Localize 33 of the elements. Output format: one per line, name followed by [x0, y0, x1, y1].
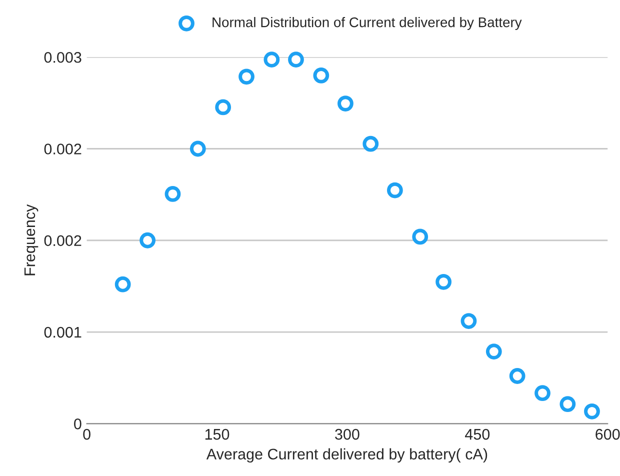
point — [386, 182, 403, 198]
point — [313, 68, 330, 84]
x-tick-label: 450 — [465, 428, 490, 440]
point — [584, 403, 600, 420]
legend-label: Normal Distribution of Current delivered by Battery — [212, 17, 522, 30]
point — [486, 344, 502, 360]
point — [560, 396, 576, 412]
point — [288, 52, 304, 68]
point — [362, 136, 379, 152]
point — [509, 368, 526, 384]
point — [436, 274, 452, 290]
x-tick-label: 0 — [83, 428, 90, 440]
point — [534, 385, 550, 402]
point — [140, 232, 156, 248]
x-tick-label: 150 — [205, 428, 230, 440]
y-tick-label: 0 — [74, 418, 82, 430]
y-tick-label: 0.003 — [44, 52, 82, 63]
x-tick-label: 600 — [596, 428, 620, 440]
y-tick-label: 0.002 — [44, 235, 82, 246]
point — [190, 140, 206, 157]
y-tick-label: 0.002 — [44, 144, 82, 154]
y-tick-label: 0.001 — [44, 326, 82, 338]
x-tick-label: 300 — [335, 428, 360, 440]
point — [412, 228, 428, 245]
point — [114, 276, 131, 292]
point — [238, 68, 254, 85]
point — [164, 186, 181, 202]
point — [264, 52, 280, 68]
point — [338, 96, 354, 112]
point — [215, 99, 232, 116]
point — [460, 313, 477, 329]
y-axis-title: Frequency — [24, 204, 38, 276]
x-axis-title: Average Current delivered by battery( cA) — [206, 448, 488, 463]
